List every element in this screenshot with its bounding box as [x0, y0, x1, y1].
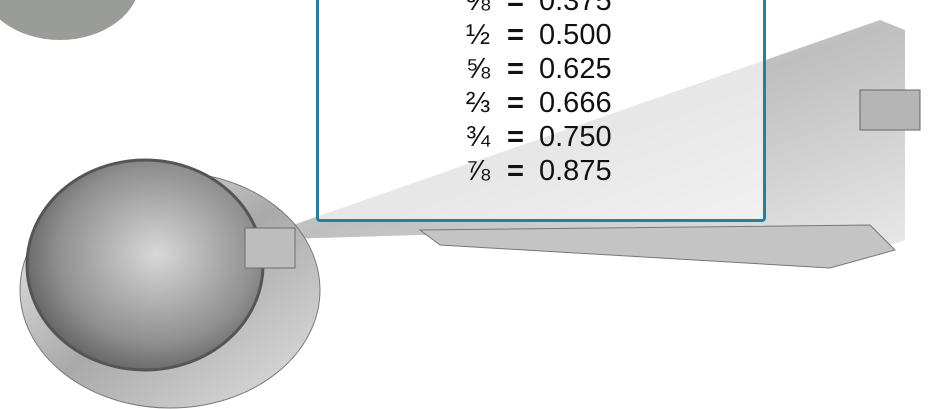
scoop-bowl-inner: [27, 160, 263, 370]
table-row: ½ = 0.500: [319, 18, 763, 52]
decimal: 0.375: [539, 0, 612, 18]
decimal: 0.500: [539, 18, 612, 52]
fraction: ⅞: [466, 154, 490, 188]
fraction: ⅝: [466, 52, 490, 86]
equals-sign: =: [507, 52, 524, 86]
background-object: [0, 0, 140, 40]
handle-lower: [420, 225, 895, 268]
fraction: ¾: [466, 120, 490, 154]
equals-sign: =: [507, 120, 524, 154]
table-row: ⅞ = 0.875: [319, 154, 763, 188]
table-row: ⅝ = 0.625: [319, 52, 763, 86]
fraction: ½: [466, 18, 490, 52]
equals-sign: =: [507, 86, 524, 120]
equals-sign: =: [507, 0, 524, 18]
decimal: 0.875: [539, 154, 612, 188]
table-row: ¾ = 0.750: [319, 120, 763, 154]
decimal: 0.625: [539, 52, 612, 86]
decimal: 0.750: [539, 120, 612, 154]
page: ⅜ = 0.375 ½ = 0.500 ⅝ = 0.625 ⅔ = 0.666 ¾ = 0.750 ⅞ = 0.8…: [0, 0, 945, 409]
equals-sign: =: [507, 18, 524, 52]
table-row: ⅜ = 0.375: [319, 0, 763, 18]
fraction: ⅔: [466, 86, 490, 120]
fraction: ⅜: [466, 0, 490, 18]
table-row: ⅔ = 0.666: [319, 86, 763, 120]
decimal: 0.666: [539, 86, 612, 120]
conversion-table: ⅜ = 0.375 ½ = 0.500 ⅝ = 0.625 ⅔ = 0.666 ¾ = 0.750 ⅞ = 0.8…: [316, 0, 766, 222]
scoop-joint: [245, 228, 295, 268]
equals-sign: =: [507, 154, 524, 188]
spring-mechanism: [860, 90, 920, 130]
